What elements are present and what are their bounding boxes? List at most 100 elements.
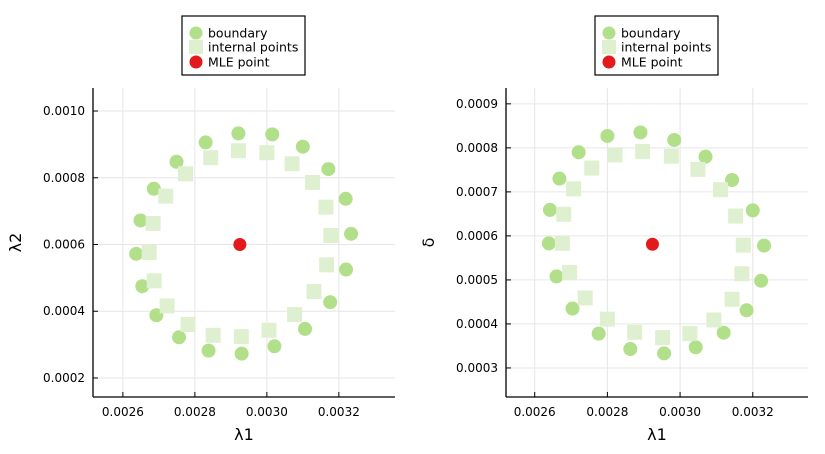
- boundary-point-marker: [657, 346, 672, 361]
- boundary-point-marker: [321, 162, 336, 177]
- internal-point-marker: [145, 215, 161, 231]
- boundary-point-marker: [129, 246, 144, 261]
- y-tick-label: 0.0005: [456, 273, 498, 287]
- x-tick-label: 0.0026: [102, 405, 144, 419]
- boundary-point-marker: [716, 325, 731, 340]
- boundary-point-marker: [172, 330, 187, 345]
- y-axis-label: δ: [419, 238, 438, 248]
- boundary-point-marker: [198, 135, 213, 150]
- boundary-point-marker: [623, 342, 638, 357]
- legend-circle-icon: [602, 55, 616, 69]
- internal-point-marker: [306, 284, 322, 300]
- boundary-point-marker: [757, 238, 772, 253]
- internal-point-marker: [728, 208, 744, 224]
- x-tick-label: 0.0030: [246, 405, 288, 419]
- internal-point-marker: [203, 150, 219, 166]
- y-tick-label: 0.0006: [43, 238, 85, 252]
- boundary-point-marker: [541, 236, 556, 251]
- x-tick-label: 0.0032: [732, 405, 774, 419]
- x-axis-label: λ1: [234, 425, 254, 444]
- boundary-point-marker: [591, 326, 606, 341]
- x-tick-label: 0.0026: [514, 405, 556, 419]
- internal-point-marker: [690, 161, 706, 177]
- boundary-point-marker: [565, 301, 580, 316]
- plot-panel-1: 0.0026 0.0028 0.0030 0.0032 0.0002 0.0004 0.00…: [6, 15, 395, 444]
- mle-point-marker: [645, 237, 659, 251]
- internal-point-marker: [607, 147, 623, 163]
- y-tick-label: 0.0009: [456, 97, 498, 111]
- internal-point-marker: [284, 156, 300, 172]
- plot-panel-2: 0.0026 0.0028 0.0030 0.0032 0.0003 0.0004 0.00…: [419, 15, 808, 444]
- boundary-point-marker: [549, 269, 564, 284]
- boundary-point-marker: [169, 154, 184, 169]
- internal-point-marker: [319, 257, 335, 273]
- boundary-point-marker: [267, 339, 282, 354]
- y-tick-label: 0.0007: [456, 185, 498, 199]
- internal-point-marker: [724, 291, 740, 307]
- internal-point-marker: [599, 311, 615, 327]
- legend-label: internal points: [208, 40, 298, 55]
- internal-point-marker: [318, 199, 334, 215]
- internal-point-marker: [566, 181, 582, 197]
- boundary-point-marker: [542, 202, 557, 217]
- boundary-point-marker: [323, 295, 338, 310]
- boundary-point-marker: [231, 126, 246, 141]
- boundary-point-marker: [344, 226, 359, 241]
- legend-circle-icon: [189, 55, 203, 69]
- internal-point-marker: [305, 174, 321, 190]
- legend-square-icon: [602, 40, 616, 54]
- boundary-point-marker: [698, 149, 713, 164]
- boundary-point-marker: [298, 321, 313, 336]
- internal-point-marker: [233, 329, 249, 345]
- x-tick-label: 0.0028: [586, 405, 628, 419]
- internal-point-marker: [230, 143, 246, 159]
- internal-point-marker: [682, 326, 698, 342]
- boundary-point-marker: [234, 346, 249, 361]
- y-axis-label: λ2: [6, 233, 25, 253]
- legend-label: MLE point: [208, 55, 270, 70]
- boundary-point-marker: [265, 127, 280, 142]
- boundary-point-marker: [135, 279, 150, 294]
- internal-point-marker: [712, 182, 728, 198]
- boundary-point-marker: [739, 303, 754, 318]
- x-tick-label: 0.0032: [318, 405, 360, 419]
- boundary-point-marker: [725, 172, 740, 187]
- internal-point-marker: [205, 327, 221, 343]
- legend-circle-icon: [602, 26, 616, 40]
- boundary-point-marker: [600, 128, 615, 143]
- legend-label: MLE point: [621, 55, 683, 70]
- internal-point-marker: [584, 160, 600, 176]
- mle-point-marker: [233, 238, 247, 252]
- legend-label: internal points: [621, 40, 711, 55]
- internal-point-marker: [554, 235, 570, 251]
- boundary-point-marker: [667, 132, 682, 147]
- y-tick-label: 0.0004: [43, 304, 85, 318]
- boundary-point-marker: [745, 203, 760, 218]
- boundary-point-marker: [201, 343, 216, 358]
- x-tick-label: 0.0028: [174, 405, 216, 419]
- internal-point-marker: [146, 273, 162, 289]
- internal-point-marker: [158, 188, 174, 204]
- legend-label: boundary: [208, 26, 268, 41]
- internal-point-marker: [261, 322, 277, 338]
- y-tick-label: 0.0004: [456, 317, 498, 331]
- internal-point-marker: [178, 166, 194, 182]
- boundary-point-marker: [688, 340, 703, 355]
- internal-point-marker: [663, 148, 679, 164]
- boundary-point-marker: [146, 181, 161, 196]
- y-tick-label: 0.0010: [43, 104, 85, 118]
- internal-point-marker: [577, 290, 593, 306]
- boundary-point-marker: [552, 171, 567, 186]
- legend-circle-icon: [189, 26, 203, 40]
- internal-point-marker: [735, 237, 751, 253]
- internal-point-marker: [159, 298, 175, 314]
- internal-point-marker: [556, 206, 572, 222]
- internal-point-marker: [734, 266, 750, 282]
- y-tick-label: 0.0008: [43, 171, 85, 185]
- internal-point-marker: [287, 307, 303, 323]
- boundary-point-marker: [133, 213, 148, 228]
- internal-point-marker: [627, 324, 643, 340]
